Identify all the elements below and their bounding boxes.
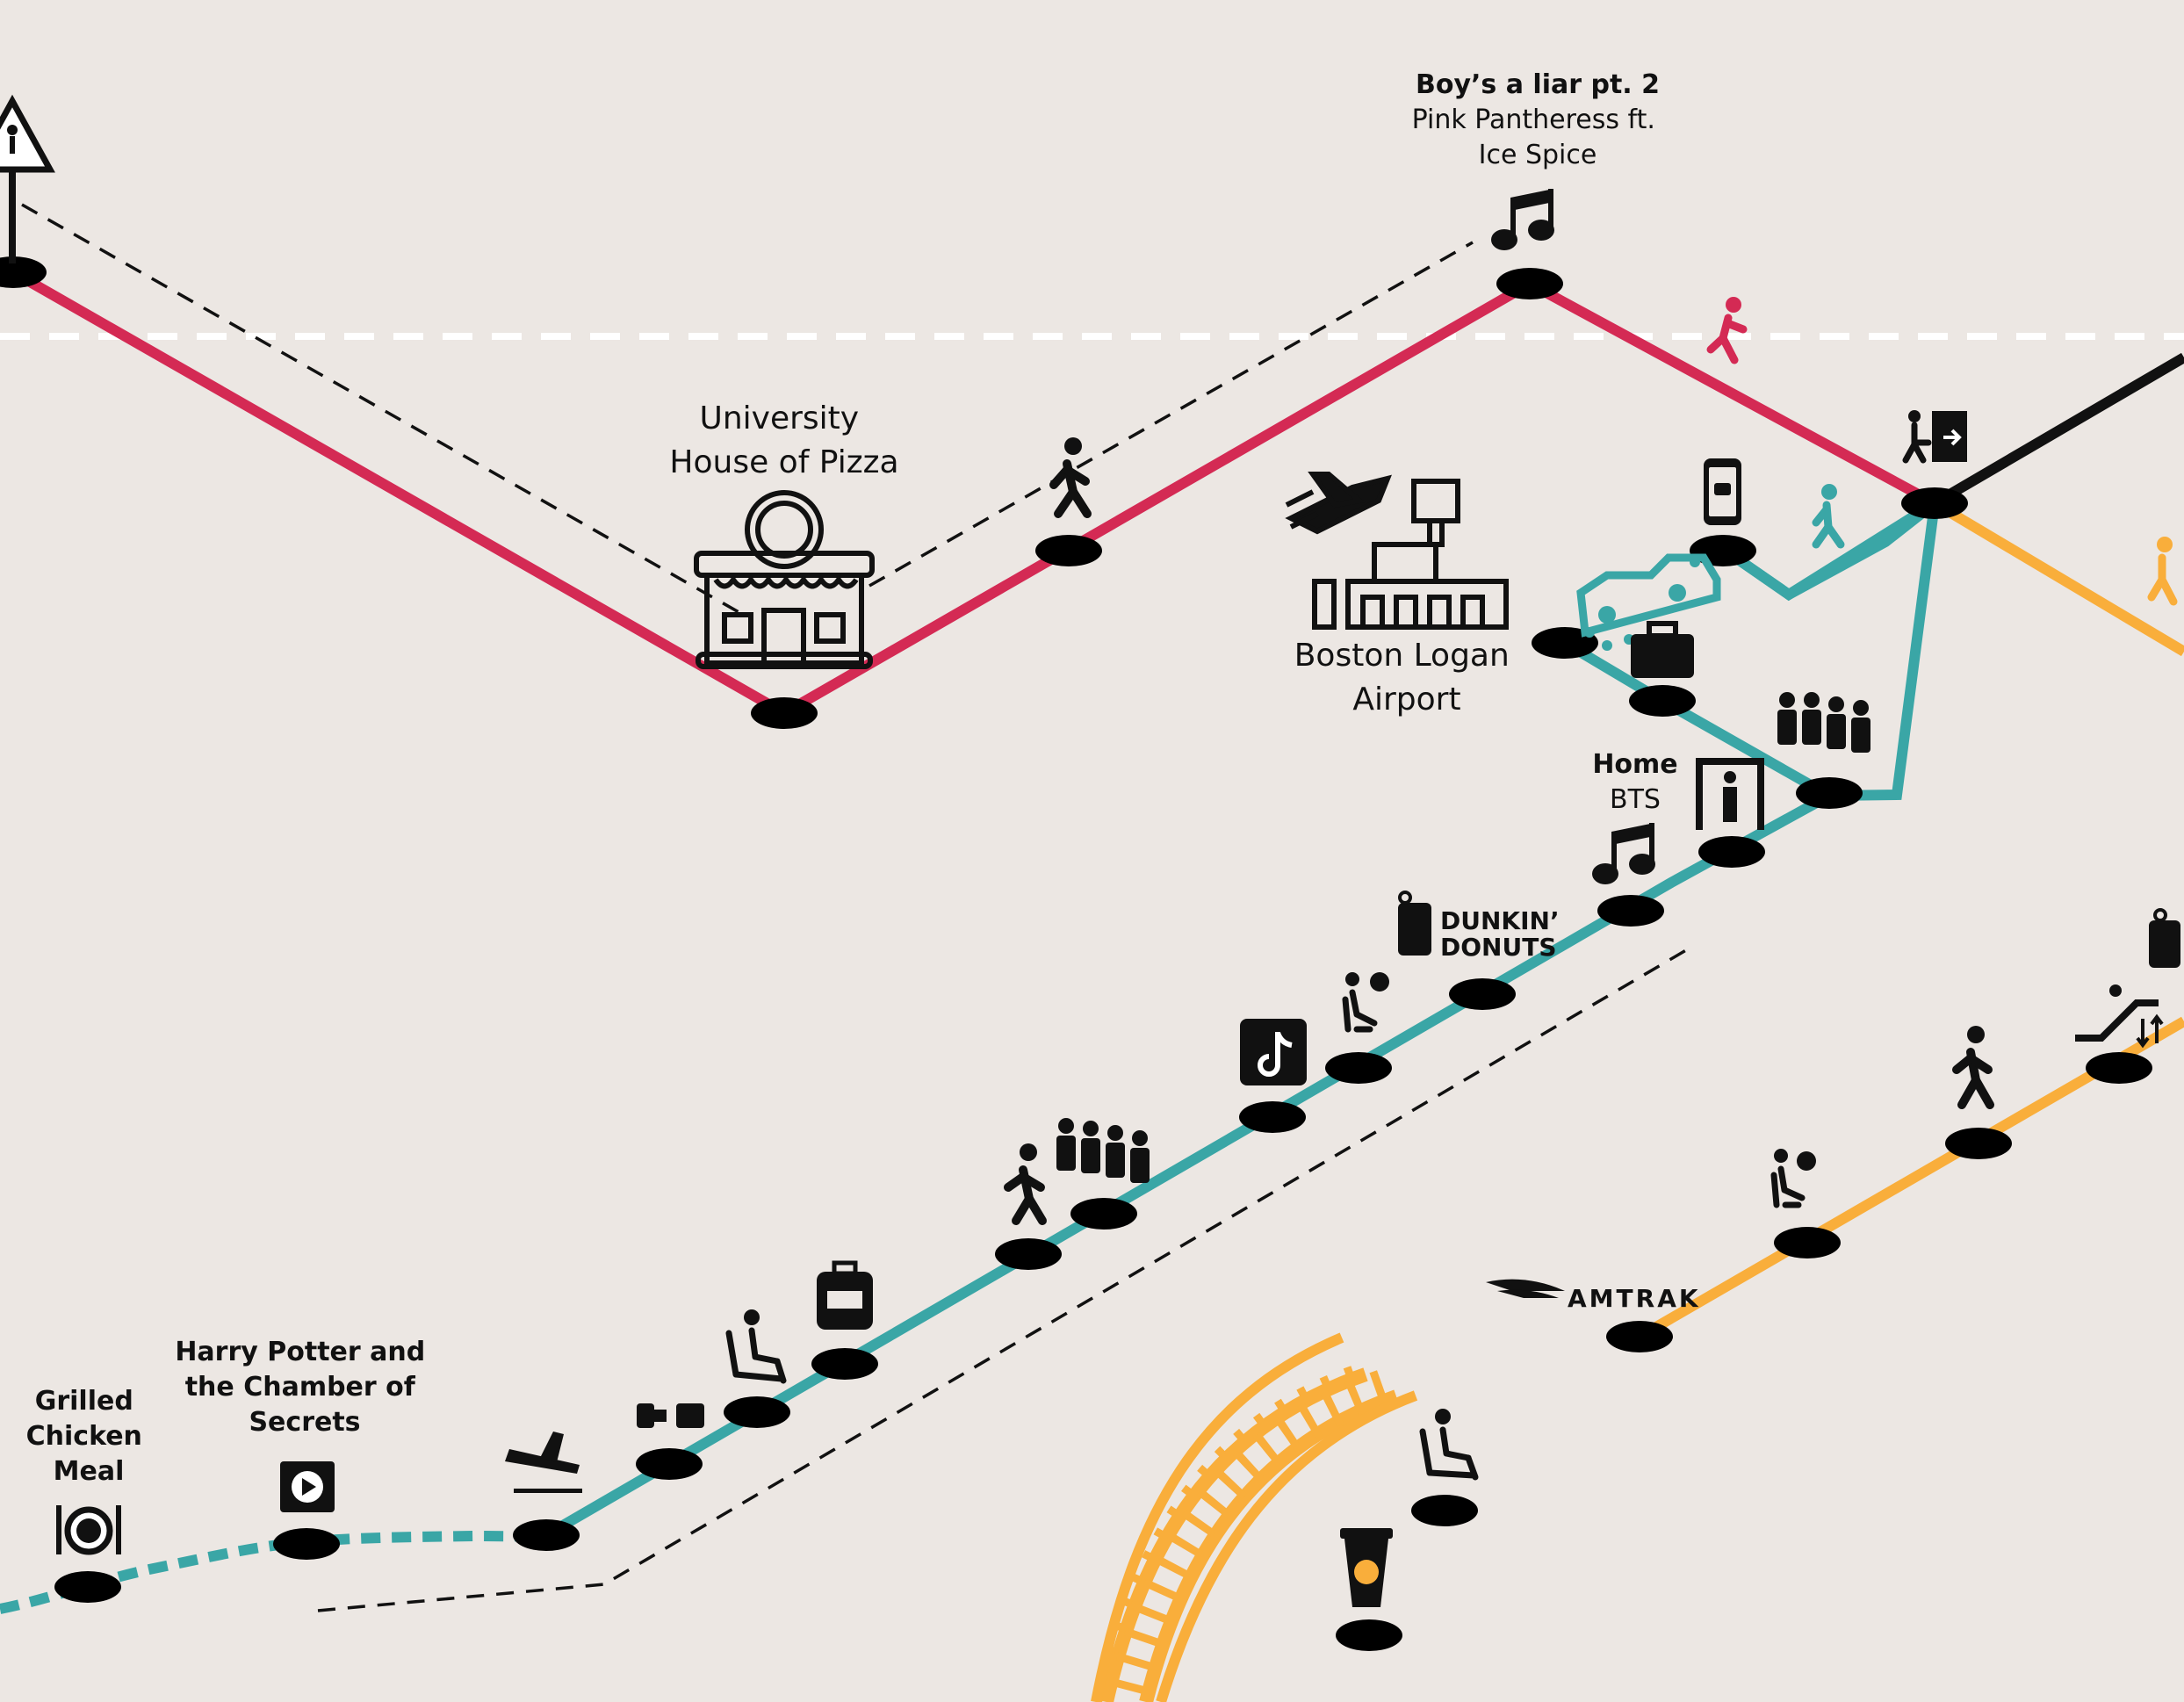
seated-person-icon	[1419, 1409, 1479, 1481]
stop-seat[interactable]	[724, 1396, 790, 1428]
teal-line-main	[543, 502, 1940, 1540]
luggage-icon	[1631, 621, 1694, 678]
guide-line-1	[21, 203, 747, 618]
stop-walk-3[interactable]	[1945, 1128, 2012, 1159]
stop-pizza[interactable]	[751, 697, 818, 729]
pizza-label: University House of Pizza	[669, 400, 898, 480]
guide-line-2	[869, 241, 1474, 588]
dunkin-cup-icon	[2149, 908, 2180, 968]
stop-backpack[interactable]	[811, 1348, 878, 1380]
stop-walk[interactable]	[1035, 535, 1102, 566]
red-line	[11, 267, 1937, 719]
song1-artist: Pink Pantheress ft. Ice Spice	[1412, 105, 1664, 170]
tiktok-icon	[1240, 1019, 1307, 1085]
walking-person-icon	[1049, 437, 1092, 518]
music-note-icon	[1491, 189, 1554, 250]
queue-people-icon	[1777, 692, 1870, 753]
airport-label: Boston Logan Airport	[1294, 638, 1520, 718]
black-line	[1931, 352, 2184, 508]
stop-amtrak[interactable]	[1606, 1321, 1673, 1352]
guide-lines	[21, 203, 1691, 1612]
plate-cutlery-icon	[56, 1505, 121, 1555]
guide-line-3	[317, 946, 1691, 1612]
stop-train-seat[interactable]	[1411, 1495, 1478, 1526]
waiting-seat-icon	[1770, 1149, 1816, 1208]
stop-song-2[interactable]	[1597, 895, 1664, 927]
airport-icon	[1285, 472, 1509, 630]
seated-person-icon	[725, 1309, 787, 1384]
song2-title: Home	[1592, 749, 1677, 780]
stop-movie[interactable]	[273, 1528, 340, 1560]
railroad-track-icon	[1091, 1332, 1418, 1702]
teal-line-ride	[1719, 498, 1938, 602]
stop-tiktok[interactable]	[1239, 1101, 1306, 1133]
stop-takeoff[interactable]	[513, 1519, 580, 1551]
stop-luggage[interactable]	[1629, 685, 1696, 717]
stop-song-1[interactable]	[1496, 268, 1563, 299]
exit-door-icon	[1902, 410, 1967, 464]
song1-title: Boy’s a liar pt. 2	[1416, 69, 1660, 100]
stop-security[interactable]	[1698, 836, 1765, 868]
seatbelt-icon	[637, 1403, 704, 1428]
takeoff-icon	[505, 1432, 582, 1493]
pizza-shop-icon	[694, 490, 875, 669]
dunkin-logo-text: DUNKIN’ DONUTS	[1440, 906, 1568, 962]
stop-seatbelt[interactable]	[636, 1448, 703, 1480]
video-icon	[280, 1461, 335, 1512]
amtrak-logo-icon	[1486, 1279, 1565, 1298]
stop-escalator[interactable]	[2086, 1052, 2152, 1084]
stop-meal[interactable]	[54, 1571, 121, 1603]
meal-label: Grilled Chicken Meal	[26, 1386, 152, 1487]
walking-person-icon	[1952, 1026, 1994, 1109]
stop-exit[interactable]	[1901, 487, 1968, 519]
stop-queue-1[interactable]	[1796, 777, 1863, 809]
crosswalk-sign-icon	[0, 94, 55, 263]
stop-crosswalk[interactable]	[0, 256, 47, 288]
escalator-icon	[2075, 984, 2164, 1049]
stop-walk-2[interactable]	[995, 1238, 1062, 1270]
stop-wait[interactable]	[1325, 1052, 1392, 1084]
stop-wait-2[interactable]	[1774, 1227, 1841, 1258]
song2-artist: BTS	[1610, 784, 1661, 815]
security-scanner-icon	[1696, 758, 1764, 830]
amtrak-logo-text: AMTRAK	[1568, 1284, 1701, 1313]
walking-person-icon	[2147, 537, 2178, 606]
stops	[0, 256, 2152, 1651]
stop-coffee[interactable]	[1336, 1619, 1402, 1651]
walking-person-icon	[1812, 484, 1845, 549]
rideshare-phone-icon	[1704, 458, 1741, 525]
orange-line-upper	[1931, 498, 2184, 657]
walking-person-icon	[1004, 1143, 1047, 1225]
queue-people-icon	[1056, 1118, 1150, 1183]
coffee-cup-icon	[1340, 1528, 1393, 1607]
dunkin-cup-icon	[1398, 891, 1431, 956]
music-note-icon	[1592, 823, 1655, 884]
backpack-icon	[817, 1260, 873, 1330]
stop-queue-2[interactable]	[1070, 1198, 1137, 1230]
waiting-seat-icon	[1342, 972, 1389, 1033]
running-person-icon	[1706, 297, 1748, 364]
car-icon	[1576, 553, 1721, 651]
movie-label: Harry Potter and the Chamber of Secrets	[175, 1337, 434, 1438]
stop-dunkin[interactable]	[1449, 978, 1516, 1010]
